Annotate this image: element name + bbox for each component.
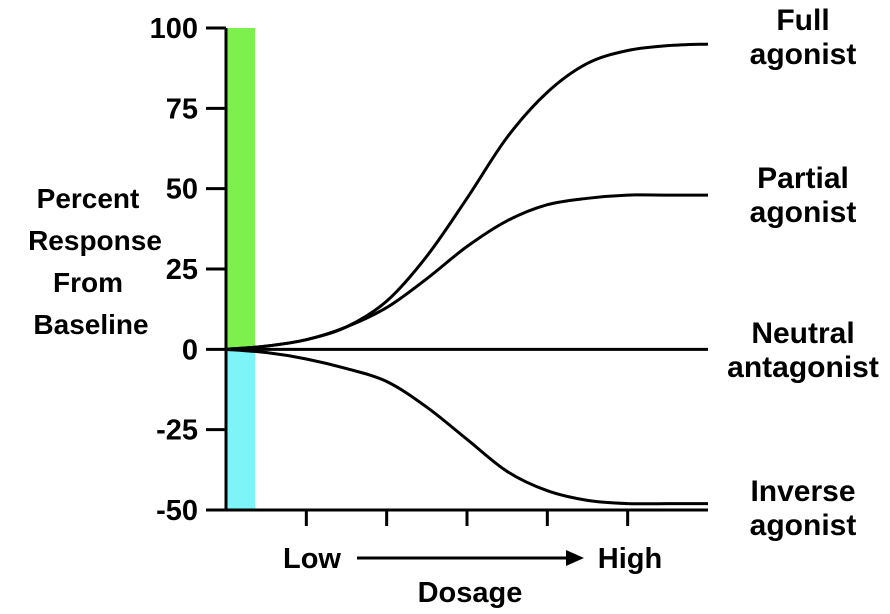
series-line-inverse-agonist: [225, 347, 708, 506]
series-label-inverse-line-2: agonist: [750, 509, 857, 542]
series-label-neutral-line-2: antagonist: [727, 351, 879, 384]
y-axis-label-line-3: From: [53, 267, 123, 298]
y-tick-label: 50: [166, 174, 198, 206]
y-tick-label: -50: [156, 495, 198, 527]
series-label-full-line-1: Full: [776, 4, 829, 37]
y-tick-label: 0: [182, 334, 198, 366]
series-label-inverse-line-1: Inverse: [750, 475, 855, 508]
series-label-full-line-2: agonist: [750, 38, 857, 71]
y-axis-label-line-2: Response: [28, 225, 162, 256]
band-negative-response: [227, 349, 255, 510]
series-label-partial-line-2: agonist: [750, 196, 857, 229]
y-tick-label: 75: [166, 93, 198, 125]
y-tick-label: -25: [156, 415, 198, 447]
x-axis-high-label: High: [598, 543, 662, 575]
y-axis-label-line-1: Percent: [37, 183, 140, 214]
y-axis-ticks: 100 75 50 25 0 -25 -50: [150, 13, 226, 527]
shaded-bands: [227, 28, 255, 510]
series-curves: [225, 42, 709, 506]
y-tick-label: 25: [166, 254, 198, 286]
series-line-full-agonist: [225, 42, 709, 351]
x-axis-ticks: [304, 510, 630, 526]
x-axis-low-label: Low: [283, 543, 341, 575]
x-axis-title: Dosage: [418, 577, 523, 609]
series-line-partial-agonist: [225, 193, 708, 351]
x-axis-arrowhead: [566, 550, 584, 566]
band-positive-response: [227, 28, 255, 350]
series-label-neutral-line-1: Neutral: [751, 317, 854, 350]
y-tick-label: 100: [150, 13, 198, 45]
y-axis-label-line-4: Baseline: [33, 309, 148, 340]
series-label-partial-line-1: Partial: [757, 162, 849, 195]
